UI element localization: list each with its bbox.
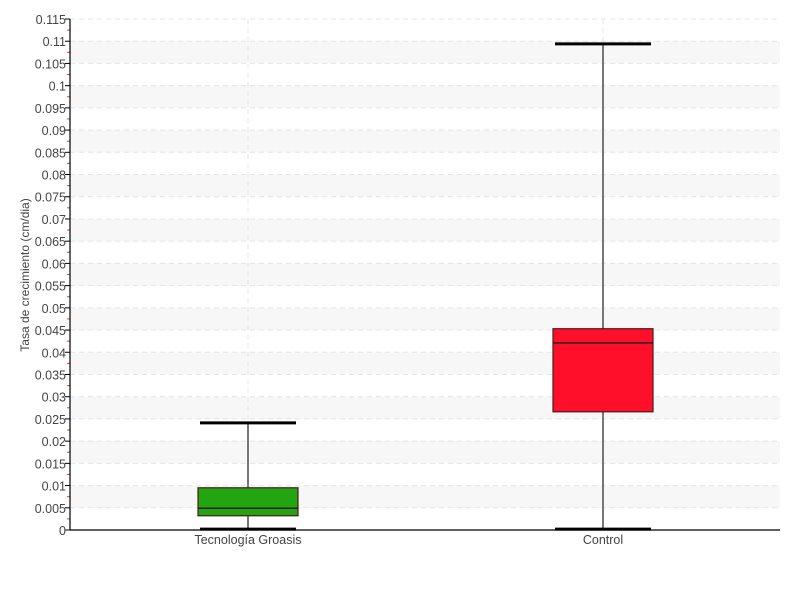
boxes: [197, 42, 654, 531]
y-tick-label: 0.115: [36, 13, 66, 27]
grid-band: [70, 441, 780, 464]
x-tick-label: Control: [583, 533, 623, 547]
y-tick-label: 0.045: [35, 324, 66, 338]
box: [197, 487, 299, 517]
y-tick-label: 0.1: [49, 80, 66, 94]
grid-band: [70, 307, 780, 331]
x-tick-label: Tecnología Groasis: [194, 533, 301, 547]
grid-band: [70, 263, 780, 286]
y-tick-label: 0.01: [42, 480, 66, 494]
grid-lines: [70, 18, 780, 530]
y-tick-label: 0.055: [35, 280, 66, 294]
grid-band: [70, 396, 780, 419]
box: [552, 328, 654, 413]
y-tick-label: 0.025: [35, 413, 66, 427]
y-tick-label: 0.07: [42, 213, 66, 227]
grid-band: [70, 130, 780, 153]
y-tick-label: 0.03: [42, 391, 66, 405]
y-tick-label: 0.105: [35, 57, 66, 71]
y-tick-label: 0.015: [35, 457, 66, 471]
y-tick-label: 0.08: [42, 169, 66, 183]
x-axis-labels: Tecnología Groasis Control: [194, 533, 623, 547]
y-tick-label: 0.085: [35, 146, 66, 160]
y-tick-label: 0.095: [35, 102, 66, 116]
y-tick-label: 0.09: [42, 124, 66, 138]
y-tick-label: 0.04: [42, 346, 66, 360]
y-tick-label: 0.05: [42, 302, 66, 316]
y-tick-label: 0.005: [35, 502, 66, 516]
y-tick-label: 0.11: [43, 35, 66, 49]
y-tick-label: 0.06: [42, 257, 66, 271]
y-tick-label: 0.035: [35, 368, 66, 382]
grid-band: [70, 218, 780, 242]
grid-band: [70, 352, 780, 375]
grid-band: [70, 85, 780, 108]
y-tick-label: 0: [59, 524, 66, 538]
grid-bands: [70, 41, 780, 508]
y-tick-label: 0.02: [42, 435, 66, 449]
y-axis-label: Tasa de crecimiento (cm/dia): [18, 198, 32, 351]
y-tick-label: 0.075: [35, 191, 66, 205]
grid-band: [70, 41, 780, 64]
grid-band: [70, 174, 780, 197]
grid-band: [70, 485, 780, 508]
y-axis-ticks: 0 0.005 0.01 0.015 0.02 0.025 0.03 0.035 0.04 0.0…: [35, 13, 70, 538]
y-tick-label: 0.065: [35, 235, 66, 249]
